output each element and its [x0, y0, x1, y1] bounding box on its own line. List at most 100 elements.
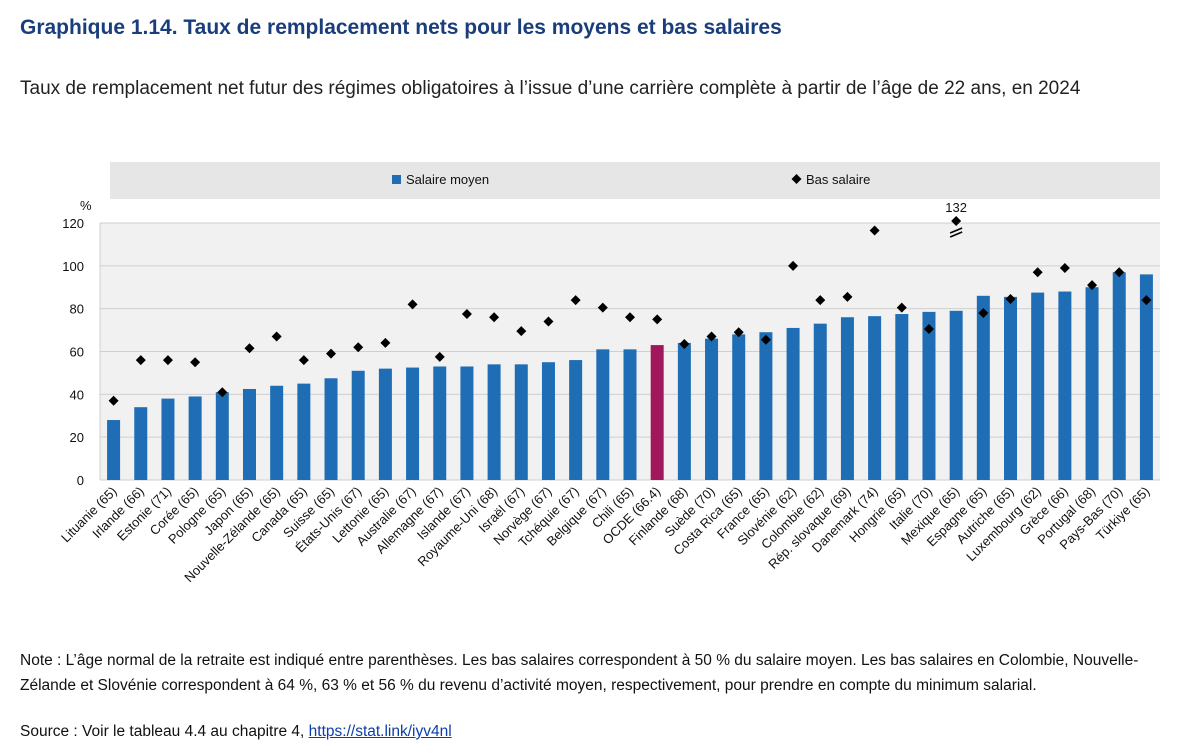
bar [1004, 296, 1018, 480]
y-tick-label: 120 [62, 216, 84, 231]
bar [650, 345, 664, 480]
marker [190, 357, 201, 368]
marker [380, 337, 391, 348]
marker [271, 331, 282, 342]
bar [406, 367, 420, 480]
bar [297, 383, 311, 480]
marker [434, 351, 445, 362]
marker [815, 295, 826, 306]
marker [652, 314, 663, 325]
marker [923, 324, 934, 335]
marker [625, 312, 635, 323]
bar [1058, 291, 1072, 480]
bar [161, 398, 175, 480]
bar [188, 396, 202, 480]
marker [570, 295, 581, 306]
note: Note : L’âge normal de la retraite est i… [20, 652, 1139, 694]
marker [461, 309, 472, 320]
marker [1059, 262, 1070, 273]
marker [679, 339, 690, 350]
marker [326, 348, 337, 359]
bar [813, 323, 827, 480]
bar [922, 311, 936, 480]
bar [949, 310, 963, 480]
marker [1114, 267, 1125, 278]
bar [677, 342, 691, 480]
marker [135, 355, 146, 366]
bar [732, 334, 746, 480]
value-label: 132 [945, 200, 967, 215]
marker [108, 395, 119, 406]
title: Graphique 1.14. Taux de remplacement net… [20, 16, 782, 39]
bar [270, 385, 284, 480]
marker [217, 387, 228, 398]
y-tick-label: 40 [70, 387, 84, 402]
marker [706, 331, 717, 342]
y-tick-label: 20 [70, 430, 84, 445]
bar [433, 366, 447, 480]
bar [705, 338, 719, 480]
bar [1139, 274, 1153, 480]
marker [1005, 294, 1016, 305]
bar [1112, 272, 1126, 480]
bar [514, 364, 528, 480]
bar [378, 368, 392, 480]
marker [760, 334, 771, 345]
bar [242, 388, 256, 480]
marker [1032, 267, 1043, 278]
bar [976, 295, 990, 480]
source-text: Source : Voir le tableau 4.4 au chapitre… [20, 723, 305, 740]
source: Source : Voir le tableau 4.4 au chapitre… [20, 723, 452, 741]
marker [407, 299, 418, 310]
marker [543, 316, 554, 327]
bar [868, 316, 882, 480]
marker [597, 302, 608, 313]
bar [324, 378, 338, 480]
marker [244, 343, 255, 354]
chart: Salaire moyen Bas salaire% 0 20 40 60 80 100 120… [58, 162, 1160, 585]
legend-label: Bas salaire [806, 172, 870, 187]
marker [1141, 295, 1152, 306]
axis-break [949, 227, 963, 238]
bar [1031, 292, 1045, 480]
legend-swatch [791, 174, 802, 184]
marker [516, 326, 527, 337]
bar [1085, 287, 1099, 480]
marker [353, 342, 364, 353]
bar [623, 349, 637, 480]
marker [788, 260, 799, 271]
y-tick-label: 80 [70, 302, 84, 317]
source-link[interactable]: https://stat.link/iyv4nl [308, 723, 452, 740]
bar [351, 370, 365, 480]
marker [869, 225, 880, 236]
y-unit: % [80, 198, 92, 213]
marker [978, 307, 989, 318]
marker [162, 355, 173, 366]
marker [298, 355, 309, 366]
bar [596, 349, 610, 480]
marker [489, 312, 500, 323]
bar [759, 332, 773, 480]
bar [107, 420, 121, 480]
marker [1087, 280, 1098, 291]
y-tick-label: 60 [70, 345, 84, 360]
bar [134, 407, 148, 480]
legend-label: Salaire moyen [406, 172, 489, 187]
marker [842, 291, 853, 302]
bar [541, 362, 555, 480]
marker [896, 302, 907, 313]
subtitle: Taux de remplacement net futur des régim… [20, 78, 1081, 99]
y-tick-label: 0 [77, 473, 84, 488]
legend-background [110, 162, 1160, 199]
y-tick-label: 100 [62, 259, 84, 274]
marker [951, 216, 962, 226]
bar [487, 364, 501, 480]
bar [895, 314, 909, 480]
marker [733, 327, 744, 338]
legend-swatch [392, 175, 401, 184]
bar [786, 327, 800, 480]
bar [215, 392, 229, 480]
bar [569, 360, 583, 480]
bar [840, 317, 854, 480]
